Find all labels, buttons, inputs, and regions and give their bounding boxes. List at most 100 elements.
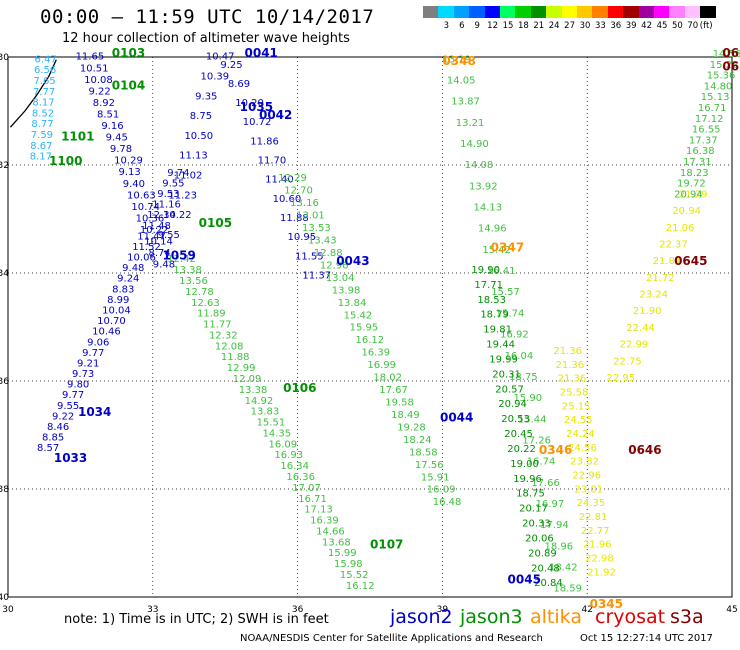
wave-height-label: 13.43 bbox=[308, 236, 337, 247]
wave-height-label: 19.90 bbox=[471, 265, 500, 276]
pass-time-label: 0103 bbox=[112, 46, 145, 60]
wave-height-label: 16.12 bbox=[346, 581, 375, 592]
wave-height-label: 20.94 bbox=[674, 189, 703, 200]
wave-height-label: 17.66 bbox=[531, 478, 560, 489]
wave-height-label: 18.96 bbox=[545, 541, 574, 552]
wave-height-label: 16.97 bbox=[536, 499, 565, 510]
map-title: 00:00 – 11:59 UTC 10/14/2017 bbox=[40, 6, 375, 28]
wave-height-label: 12.42 bbox=[167, 254, 196, 265]
wave-height-label: 14.66 bbox=[316, 526, 345, 537]
pass-time-label: 0044 bbox=[440, 411, 473, 425]
wave-height-label: 10.50 bbox=[184, 131, 213, 142]
wave-height-label: 14.35 bbox=[263, 428, 292, 439]
wave-height-label: 16.71 bbox=[298, 494, 327, 505]
legend-swatch bbox=[607, 6, 624, 18]
pass-time-label: 0646 bbox=[628, 443, 661, 457]
wave-height-label: 16.12 bbox=[356, 335, 385, 346]
pass-time-label: 06 bbox=[722, 60, 739, 74]
wave-height-label: 12.34 bbox=[147, 210, 176, 221]
legend-label: (ft) bbox=[699, 21, 713, 31]
wave-height-label: 12.63 bbox=[191, 298, 220, 309]
wave-height-label: 10.22 bbox=[163, 210, 192, 221]
wave-height-label: 22.95 bbox=[607, 373, 636, 384]
wave-height-label: 20.94 bbox=[498, 399, 527, 410]
x-tick-label: 45 bbox=[726, 605, 737, 615]
wave-height-label: 13.87 bbox=[451, 97, 480, 108]
wave-height-label: 10.08 bbox=[84, 75, 113, 86]
pass-time-label: 0105 bbox=[199, 216, 232, 230]
wave-height-label: 14.92 bbox=[245, 396, 274, 407]
wave-height-label: 13.84 bbox=[338, 298, 367, 309]
wave-height-label: 9.16 bbox=[101, 121, 123, 132]
legend-swatch bbox=[684, 6, 701, 18]
wave-height-label: 13.68 bbox=[322, 537, 351, 548]
wave-height-label: 24.55 bbox=[564, 415, 593, 426]
legend-label: 70 bbox=[687, 21, 699, 31]
legend-label: 36 bbox=[610, 21, 622, 31]
wave-height-label: 8.17 bbox=[30, 152, 52, 163]
legend-label: 27 bbox=[564, 21, 575, 31]
wave-height-label: 12.08 bbox=[215, 341, 244, 352]
wave-height-label: 13.92 bbox=[469, 181, 498, 192]
wave-height-label: 9.77 bbox=[82, 348, 104, 359]
legend-swatch bbox=[515, 6, 531, 18]
legend-swatch bbox=[561, 6, 577, 18]
wave-height-label: 13.53 bbox=[302, 223, 331, 234]
wave-height-label: 16.39 bbox=[361, 348, 390, 359]
pass-time-label: 1059 bbox=[162, 249, 195, 263]
wave-height-label: 9.13 bbox=[118, 167, 140, 178]
wave-height-label: 11.88 bbox=[221, 352, 250, 363]
wave-height-label: 17.13 bbox=[304, 505, 333, 516]
wave-height-label: 10.46 bbox=[92, 327, 121, 338]
wave-height-label: 12.99 bbox=[227, 363, 256, 374]
wave-height-label: 17.31 bbox=[683, 157, 712, 168]
wave-height-label: 18.59 bbox=[553, 584, 582, 595]
wave-height-label: 19.96 bbox=[513, 474, 542, 485]
wave-height-label: 12.29 bbox=[278, 173, 307, 184]
wave-height-label: 17.12 bbox=[695, 114, 724, 125]
pass-time-label: 0346 bbox=[539, 443, 572, 457]
wave-height-label: 15.22 bbox=[710, 60, 739, 71]
wave-height-label: 20.48 bbox=[531, 563, 560, 574]
wave-height-label: 15.57 bbox=[491, 287, 520, 298]
wave-height-label: 18.75 bbox=[509, 372, 538, 383]
map-subtitle: 12 hour collection of altimeter wave hei… bbox=[62, 31, 350, 46]
pass-time-label: 0645 bbox=[674, 254, 707, 268]
wave-height-label: 12.70 bbox=[284, 186, 313, 197]
pass-time-label: 0107 bbox=[370, 537, 403, 551]
wave-height-label: 14.80 bbox=[704, 81, 733, 92]
y-tick-label: -30 bbox=[0, 53, 9, 63]
legend-label: 45 bbox=[656, 21, 668, 31]
wave-height-label: 16.36 bbox=[286, 472, 315, 483]
wave-height-label: 15.74 bbox=[496, 308, 525, 319]
wave-height-label: 9.22 bbox=[88, 86, 110, 97]
legend-swatch bbox=[638, 6, 654, 18]
legend-swatch bbox=[669, 6, 685, 18]
wave-height-label: 20.53 bbox=[501, 414, 530, 425]
wave-height-label: 18.53 bbox=[477, 295, 506, 306]
wave-height-label: 22.77 bbox=[581, 526, 610, 537]
wave-height-label: 10.63 bbox=[127, 190, 156, 201]
legend-label: 39 bbox=[625, 21, 637, 31]
wave-height-label: 15.42 bbox=[344, 310, 373, 321]
wave-height-label: 16.34 bbox=[280, 461, 309, 472]
wave-height-label: 9.21 bbox=[77, 358, 99, 369]
legend-swatch bbox=[453, 6, 470, 18]
wave-height-label: 16.74 bbox=[527, 457, 556, 468]
wave-height-label: 6.56 bbox=[34, 65, 56, 76]
wave-height-label: 15.13 bbox=[701, 92, 730, 103]
wave-height-label: 16.92 bbox=[500, 330, 529, 341]
wave-height-label: 9.78 bbox=[110, 144, 132, 155]
wave-height-label: 8.46 bbox=[47, 422, 69, 433]
x-tick-label: 39 bbox=[437, 605, 449, 615]
legend-label: 33 bbox=[594, 21, 606, 31]
wave-height-label: 15.44 bbox=[518, 414, 547, 425]
wave-height-label: 14.08 bbox=[465, 160, 494, 171]
wave-height-label: 17.37 bbox=[689, 135, 718, 146]
legend-label: 50 bbox=[671, 21, 683, 31]
wave-height-label: 21.81 bbox=[653, 256, 682, 267]
footer-note: note: 1) Time is in UTC; 2) SWH is in fe… bbox=[64, 612, 329, 627]
wave-height-label: 21.72 bbox=[646, 273, 675, 284]
pass-time-label: 0104 bbox=[112, 78, 145, 92]
